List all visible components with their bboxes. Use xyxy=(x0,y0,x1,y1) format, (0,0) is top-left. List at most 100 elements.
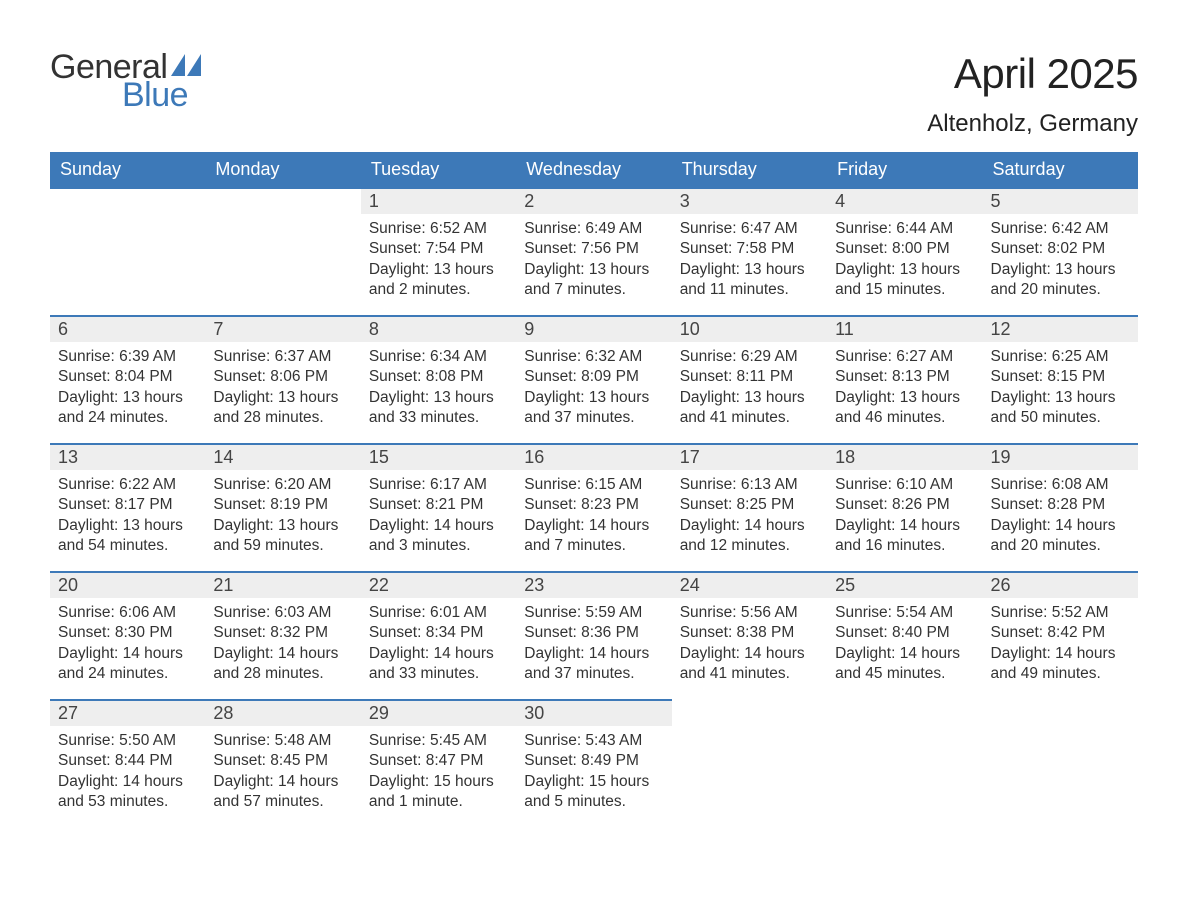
day-number: 26 xyxy=(991,575,1011,595)
sunset-text: Sunset: 7:56 PM xyxy=(524,239,663,259)
brand-word2: Blue xyxy=(122,78,201,112)
daylight-text: Daylight: 14 hours and 41 minutes. xyxy=(680,644,819,685)
sunset-text: Sunset: 8:34 PM xyxy=(369,623,508,643)
day-body: Sunrise: 5:59 AMSunset: 8:36 PMDaylight:… xyxy=(516,598,671,695)
day-body: Sunrise: 6:15 AMSunset: 8:23 PMDaylight:… xyxy=(516,470,671,567)
day-cell: 3Sunrise: 6:47 AMSunset: 7:58 PMDaylight… xyxy=(672,187,827,315)
day-cell: 28Sunrise: 5:48 AMSunset: 8:45 PMDayligh… xyxy=(205,699,360,827)
day-cell: 15Sunrise: 6:17 AMSunset: 8:21 PMDayligh… xyxy=(361,443,516,571)
sunset-text: Sunset: 8:17 PM xyxy=(58,495,197,515)
day-cell: 27 Sunrise: 5:50 AMSunset: 8:44 PMDayligh… xyxy=(50,699,205,827)
sunrise-text: Sunrise: 6:13 AM xyxy=(680,475,819,495)
daylight-text: Daylight: 13 hours and 54 minutes. xyxy=(58,516,197,557)
daylight-text: Daylight: 13 hours and 15 minutes. xyxy=(835,260,974,301)
day-number: 22 xyxy=(369,575,389,595)
daylight-text: Daylight: 13 hours and 20 minutes. xyxy=(991,260,1130,301)
day-cell: 30Sunrise: 5:43 AMSunset: 8:49 PMDayligh… xyxy=(516,699,671,827)
day-number: 30 xyxy=(524,703,544,723)
day-cell-empty xyxy=(205,187,360,315)
sunset-text: Sunset: 8:40 PM xyxy=(835,623,974,643)
sunrise-text: Sunrise: 5:50 AM xyxy=(58,731,197,751)
day-body: Sunrise: 6:29 AMSunset: 8:11 PMDaylight:… xyxy=(672,342,827,439)
weekday-header: Thursday xyxy=(672,152,827,187)
day-number-bar: 12 xyxy=(983,317,1138,342)
daylight-text: Daylight: 13 hours and 41 minutes. xyxy=(680,388,819,429)
day-body: Sunrise: 6:01 AMSunset: 8:34 PMDaylight:… xyxy=(361,598,516,695)
day-number: 25 xyxy=(835,575,855,595)
day-cell: 13Sunrise: 6:22 AMSunset: 8:17 PMDayligh… xyxy=(50,443,205,571)
day-number: 27 xyxy=(58,703,78,723)
sunset-text: Sunset: 8:49 PM xyxy=(524,751,663,771)
day-number-bar: 22 xyxy=(361,573,516,598)
day-cell: 1Sunrise: 6:52 AMSunset: 7:54 PMDaylight… xyxy=(361,187,516,315)
day-body: Sunrise: 6:27 AMSunset: 8:13 PMDaylight:… xyxy=(827,342,982,439)
location-title: Altenholz, Germany xyxy=(927,110,1138,138)
day-body: Sunrise: 6:20 AMSunset: 8:19 PMDaylight:… xyxy=(205,470,360,567)
day-body: Sunrise: 6:13 AMSunset: 8:25 PMDaylight:… xyxy=(672,470,827,567)
daylight-text: Daylight: 14 hours and 49 minutes. xyxy=(991,644,1130,685)
sunrise-text: Sunrise: 6:10 AM xyxy=(835,475,974,495)
day-number-bar: 8 xyxy=(361,317,516,342)
day-body: Sunrise: 5:50 AMSunset: 8:44 PMDaylight:… xyxy=(50,726,205,823)
day-cell: 8Sunrise: 6:34 AMSunset: 8:08 PMDaylight… xyxy=(361,315,516,443)
day-cell-empty xyxy=(827,699,982,827)
weekday-header: Sunday xyxy=(50,152,205,187)
weekday-header: Monday xyxy=(205,152,360,187)
sunset-text: Sunset: 7:54 PM xyxy=(369,239,508,259)
sunrise-text: Sunrise: 6:01 AM xyxy=(369,603,508,623)
day-number-bar: 6 xyxy=(50,317,205,342)
day-body: Sunrise: 6:22 AMSunset: 8:17 PMDaylight:… xyxy=(50,470,205,567)
day-body: Sunrise: 6:44 AMSunset: 8:00 PMDaylight:… xyxy=(827,214,982,311)
day-body: Sunrise: 6:10 AMSunset: 8:26 PMDaylight:… xyxy=(827,470,982,567)
sunset-text: Sunset: 8:25 PM xyxy=(680,495,819,515)
sunrise-text: Sunrise: 6:29 AM xyxy=(680,347,819,367)
sunset-text: Sunset: 8:08 PM xyxy=(369,367,508,387)
sunrise-text: Sunrise: 6:22 AM xyxy=(58,475,197,495)
day-cell-empty xyxy=(50,187,205,315)
day-number-bar: 15 xyxy=(361,445,516,470)
day-body: Sunrise: 6:17 AMSunset: 8:21 PMDaylight:… xyxy=(361,470,516,567)
daylight-text: Daylight: 14 hours and 37 minutes. xyxy=(524,644,663,685)
week-row: 1 Sunrise: 6:52 AMSunset: 7:54 PM Daylight… xyxy=(50,187,1138,315)
calendar: SundayMondayTuesdayWednesdayThursdayFrid… xyxy=(50,152,1138,827)
day-cell-empty xyxy=(983,699,1138,827)
daylight-text: Daylight: 14 hours and 20 minutes. xyxy=(991,516,1130,557)
sunset-text: Sunset: 8:19 PM xyxy=(213,495,352,515)
sunset-text: Sunset: 8:36 PM xyxy=(524,623,663,643)
sunset-text: Sunset: 8:30 PM xyxy=(58,623,197,643)
sunset-text: Sunset: 8:26 PM xyxy=(835,495,974,515)
daylight-text: Daylight: 13 hours and 46 minutes. xyxy=(835,388,974,429)
daylight-text: Daylight: 13 hours and 24 minutes. xyxy=(58,388,197,429)
day-number-bar: 23 xyxy=(516,573,671,598)
daylight-text: Daylight: 14 hours and 53 minutes. xyxy=(58,772,197,813)
day-number-bar: 28 xyxy=(205,701,360,726)
sunset-text: Sunset: 8:09 PM xyxy=(524,367,663,387)
day-cell: 12Sunrise: 6:25 AMSunset: 8:15 PMDayligh… xyxy=(983,315,1138,443)
day-cell: 9Sunrise: 6:32 AMSunset: 8:09 PMDaylight… xyxy=(516,315,671,443)
daylight-text: Daylight: 13 hours and 11 minutes. xyxy=(680,260,819,301)
weekday-header: Tuesday xyxy=(361,152,516,187)
weekday-header-row: SundayMondayTuesdayWednesdayThursdayFrid… xyxy=(50,152,1138,187)
sunset-text: Sunset: 8:23 PM xyxy=(524,495,663,515)
day-number-bar: 7 xyxy=(205,317,360,342)
sunrise-text: Sunrise: 6:47 AM xyxy=(680,219,819,239)
day-number: 20 xyxy=(58,575,78,595)
day-number-bar: 27 xyxy=(50,701,205,726)
sunrise-text: Sunrise: 6:37 AM xyxy=(213,347,352,367)
sunrise-text: Sunrise: 6:39 AM xyxy=(58,347,197,367)
day-body: Sunrise: 5:45 AMSunset: 8:47 PMDaylight:… xyxy=(361,726,516,823)
sunset-text: Sunset: 8:47 PM xyxy=(369,751,508,771)
day-number-bar: 1 xyxy=(361,189,516,214)
sunset-text: Sunset: 8:45 PM xyxy=(213,751,352,771)
day-number: 8 xyxy=(369,319,379,339)
daylight-text: Daylight: 14 hours and 16 minutes. xyxy=(835,516,974,557)
day-number: 19 xyxy=(991,447,1011,467)
day-number: 17 xyxy=(680,447,700,467)
day-number: 18 xyxy=(835,447,855,467)
sunset-text: Sunset: 8:28 PM xyxy=(991,495,1130,515)
weekday-header: Wednesday xyxy=(516,152,671,187)
day-body: Sunrise: 6:49 AMSunset: 7:56 PMDaylight:… xyxy=(516,214,671,311)
sunrise-text: Sunrise: 6:08 AM xyxy=(991,475,1130,495)
day-cell: 23Sunrise: 5:59 AMSunset: 8:36 PMDayligh… xyxy=(516,571,671,699)
sunrise-text: Sunrise: 6:52 AM xyxy=(369,219,508,239)
